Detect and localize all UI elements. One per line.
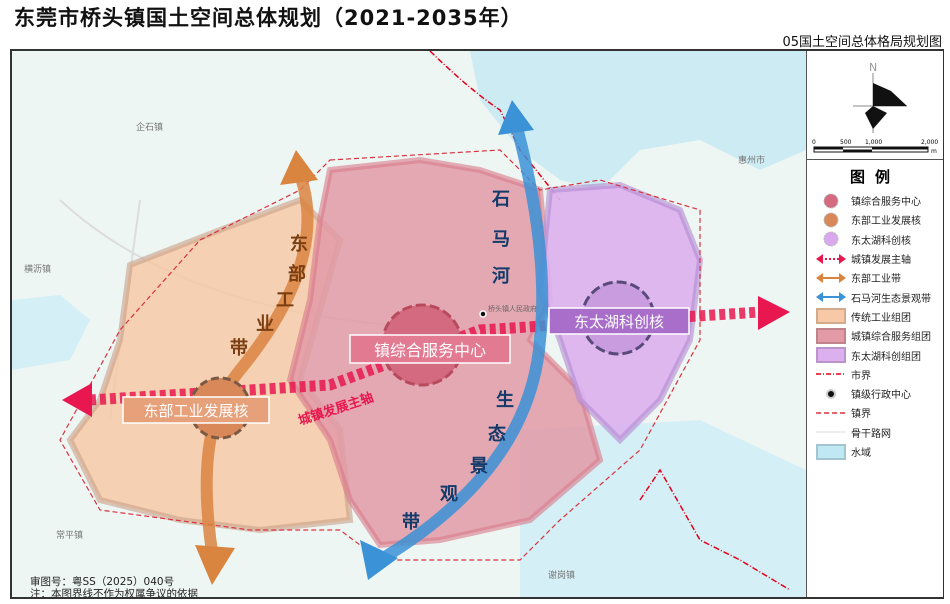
legend-label: 传统工业组团 — [851, 312, 911, 324]
review-number: 审图号：粤SS（2025）040号 — [30, 576, 175, 588]
map-frame — [10, 49, 944, 599]
town-label: 谢岗镇 — [548, 569, 575, 581]
town-label: 企石镇 — [136, 121, 163, 133]
legend-label: 水域 — [851, 448, 871, 459]
orange-double-arrow-icon — [811, 272, 851, 284]
legend-item: 东太湖科创核 — [807, 230, 943, 249]
axis-arrow-west — [62, 383, 92, 417]
legend-label: 镇界 — [851, 409, 871, 421]
center-label: 镇综合服务中心 — [374, 341, 486, 360]
legend-list: 镇综合服务中心 东部工业发展核 东太湖科创核 城镇发展主轴 东部工业带石马河生态景观带传… — [807, 191, 943, 461]
town-label: 惠州市 — [738, 154, 765, 166]
shima-belt-label: 石 马 河 生 态 景 观 带 — [402, 189, 514, 533]
legend-label: 东部工业带 — [851, 274, 901, 286]
legend-item: 石马河生态景观带 — [807, 287, 943, 306]
svg-text:东: 东 — [290, 233, 308, 255]
svg-text:带: 带 — [402, 512, 420, 533]
legend-item: 市界 — [807, 365, 943, 384]
legend-label: 城镇发展主轴 — [851, 255, 911, 267]
east-belt-label: 东 部 工 业 带 — [230, 233, 308, 359]
east-lake-label: 东太湖科创核 — [574, 313, 664, 331]
legend-item: 镇综合服务中心 — [807, 191, 943, 210]
svg-text:生: 生 — [496, 389, 514, 411]
svg-text:部: 部 — [288, 263, 306, 285]
legend-label: 镇综合服务中心 — [851, 197, 921, 209]
bullseye-dot-icon — [811, 388, 851, 400]
legend-item: 东太湖科创组团 — [807, 345, 943, 364]
svg-text:河: 河 — [492, 266, 510, 287]
svg-text:观: 观 — [440, 484, 458, 505]
svg-text:2,000: 2,000 — [921, 139, 938, 146]
axis-arrow-east — [758, 296, 790, 330]
orange-circle-icon — [811, 211, 851, 229]
water-river — [470, 51, 806, 190]
shima-arrow-south — [360, 540, 398, 580]
purple-rect-icon — [811, 347, 851, 364]
svg-text:石: 石 — [491, 189, 510, 210]
svg-text:马: 马 — [492, 229, 510, 250]
svg-text:景: 景 — [470, 456, 488, 477]
legend-label: 东部工业发展核 — [851, 216, 921, 228]
legend-item: 东部工业发展核 — [807, 210, 943, 229]
gov-center-icon — [479, 310, 487, 318]
svg-text:1,000: 1,000 — [865, 139, 882, 146]
orange-rect-icon — [811, 308, 851, 325]
svg-text:业: 业 — [256, 314, 274, 335]
east-core-label: 东部工业发展核 — [143, 402, 248, 420]
svg-text:N: N — [869, 61, 877, 74]
thin-line-icon — [811, 429, 851, 435]
water-west — [12, 295, 90, 370]
svg-text:500: 500 — [840, 139, 852, 146]
legend-item: 水域 — [807, 442, 943, 461]
svg-text:工: 工 — [276, 290, 294, 311]
industry-arrow-north — [280, 150, 318, 185]
legend-item: 镇界 — [807, 403, 943, 422]
boundary-note: 注：本图界线不作为权属争议的依据 — [30, 588, 198, 597]
legend-item: 城镇综合服务组团 — [807, 326, 943, 345]
legend-label: 市界 — [851, 370, 871, 382]
legend-label: 骨干路网 — [851, 428, 891, 440]
blue-double-arrow-icon — [811, 291, 851, 303]
dashed-line-icon — [811, 410, 851, 416]
legend-label: 城镇综合服务组团 — [851, 332, 931, 344]
dash-dot-line-icon — [811, 371, 851, 377]
pink-circle-icon — [811, 192, 851, 210]
red-dotted-arrow-icon — [811, 253, 851, 265]
legend-label: 东太湖科创核 — [851, 235, 911, 247]
purple-circle-icon — [811, 230, 851, 248]
east-industry-belt — [200, 173, 314, 572]
svg-text:态: 态 — [488, 423, 506, 445]
legend-label: 镇级行政中心 — [851, 390, 911, 402]
svg-text:0: 0 — [812, 139, 816, 146]
map-title: 东莞市桥头镇国土空间总体规划（2021-2035年） — [14, 6, 523, 30]
map-subtitle: 05国土空间总体格局规划图 — [782, 35, 942, 50]
legend-item: 镇级行政中心 — [807, 384, 943, 403]
city-boundary — [429, 51, 791, 591]
legend-label: 石马河生态景观带 — [851, 293, 931, 305]
legend-label: 东太湖科创组团 — [851, 351, 921, 363]
legend-item: 传统工业组团 — [807, 307, 943, 326]
shima-river-belt — [376, 118, 549, 566]
compass-scale: N 0 500 1,000 2,000 m — [807, 51, 943, 160]
pink-rect-icon — [811, 327, 851, 344]
town-label: 横沥镇 — [24, 263, 51, 275]
legend-item: 城镇发展主轴 — [807, 249, 943, 268]
compass-icon: N 0 500 1,000 2,000 m — [812, 61, 938, 155]
gov-label: 桥头镇人民政府 — [488, 304, 537, 313]
svg-text:m: m — [931, 148, 937, 155]
legend-item: 骨干路网 — [807, 423, 943, 442]
legend-item: 东部工业带 — [807, 268, 943, 287]
town-label: 常平镇 — [56, 529, 83, 541]
industry-arrow-south — [195, 545, 235, 585]
legend-panel: N 0 500 1,000 2,000 m 图例 镇综合服务中心 东部工业发展核东… — [806, 51, 943, 597]
town-boundary — [59, 149, 701, 561]
water-rect-icon — [811, 443, 851, 460]
legend-title: 图例 — [849, 168, 900, 186]
svg-text:带: 带 — [230, 338, 248, 359]
shima-arrow-north — [498, 100, 534, 135]
map-canvas: 镇综合服务中心 东部工业发展核 东太湖科创核 城镇发展主轴 桥头镇人民政府 东 … — [12, 51, 806, 597]
